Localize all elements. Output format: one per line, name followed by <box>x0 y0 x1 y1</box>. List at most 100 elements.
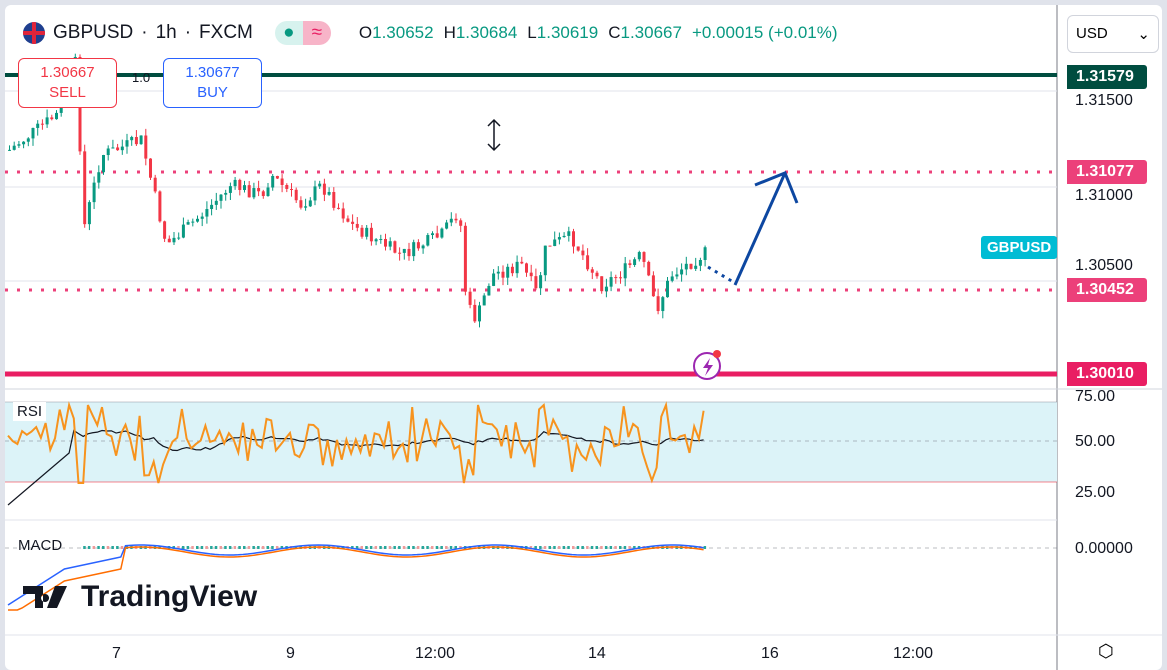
symbol-name[interactable]: GBPUSD <box>53 22 134 43</box>
macd-histogram-bar <box>163 546 166 549</box>
sell-button[interactable]: 1.30667 SELL <box>18 58 117 108</box>
rsi-label[interactable]: RSI <box>13 402 47 421</box>
settings-gear-icon[interactable]: ⬡ <box>1098 641 1114 661</box>
macd-histogram-bar <box>557 546 561 549</box>
macd-histogram-bar <box>445 546 448 549</box>
ohlc-values: O1.30652 H1.30684 L1.30619 C1.30667 +0.0… <box>359 23 838 43</box>
currency-value: USD <box>1076 25 1108 42</box>
candle <box>153 177 157 192</box>
price-tick: 1.31000 <box>1075 187 1133 204</box>
candle <box>130 137 134 141</box>
candle <box>600 276 604 292</box>
spread: 1.0 <box>132 70 151 85</box>
macd-histogram-bar <box>351 546 354 549</box>
candle <box>595 272 599 277</box>
candle <box>510 266 514 274</box>
lightning-icon <box>703 358 713 376</box>
candle <box>463 225 467 292</box>
macd-histogram-bar <box>633 546 636 549</box>
macd-label[interactable]: MACD <box>18 537 63 554</box>
macd-histogram-bar <box>623 546 627 549</box>
macd-histogram-bar <box>111 546 114 549</box>
candle <box>163 221 167 239</box>
candle <box>374 239 378 242</box>
macd-histogram-bar <box>416 546 420 549</box>
candle <box>703 247 707 260</box>
macd-histogram-bar <box>87 546 91 549</box>
macd-histogram-bar <box>92 546 96 549</box>
candle <box>271 175 275 188</box>
candle <box>346 218 350 222</box>
candle <box>12 145 16 150</box>
candle <box>111 147 115 149</box>
price-label-resistance: 1.31077 <box>1067 160 1147 184</box>
macd-signal-line <box>8 546 704 611</box>
exchange: FXCM <box>199 22 253 43</box>
candle <box>642 252 646 262</box>
candle <box>407 248 411 257</box>
currency-select[interactable]: USD ⌄ <box>1067 15 1159 53</box>
candle <box>694 265 698 269</box>
candle <box>567 231 571 236</box>
candle <box>177 237 181 239</box>
separator: · <box>184 22 192 43</box>
candle <box>50 117 54 120</box>
high-value: H1.30684 <box>443 23 518 42</box>
candle <box>689 263 693 269</box>
chevron-down-icon: ⌄ <box>1137 26 1150 43</box>
gbp-flag-icon <box>23 22 45 44</box>
macd-histogram-bar <box>600 546 603 549</box>
candle <box>97 172 101 183</box>
macd-histogram-bar <box>247 546 251 549</box>
macd-histogram-bar <box>365 546 368 549</box>
candle <box>196 218 199 222</box>
chart-canvas[interactable] <box>5 5 1162 670</box>
candle <box>205 209 209 217</box>
chart-window: GBPUSD · 1h · FXCM ● ≈ O1.30652 H1.30684… <box>5 5 1162 670</box>
candle <box>680 269 684 275</box>
candle <box>398 252 402 254</box>
macd-histogram-bar <box>562 546 566 549</box>
projection-arrow <box>733 171 799 286</box>
macd-histogram-bar <box>595 546 598 549</box>
symbol-tag: GBPUSD <box>981 236 1058 259</box>
macd-histogram-bar <box>421 546 425 549</box>
candle <box>412 242 416 257</box>
notification-dot <box>713 350 721 358</box>
candle <box>158 191 162 222</box>
macd-histogram-bar <box>120 546 124 549</box>
market-status-pill[interactable]: ● ≈ <box>274 21 331 45</box>
candle <box>435 233 439 238</box>
candle <box>534 276 538 289</box>
tradingview-logo[interactable]: TradingView <box>23 580 257 614</box>
approx-icon: ≈ <box>302 21 331 45</box>
macd-histogram-bar <box>426 546 429 549</box>
macd-histogram-bar <box>191 546 194 549</box>
candle <box>473 304 477 322</box>
candle <box>656 296 660 312</box>
time-tick: 12:00 <box>893 645 934 662</box>
macd-histogram-bar <box>619 546 622 549</box>
candle <box>261 191 265 197</box>
buy-button[interactable]: 1.30677 BUY <box>163 58 262 108</box>
macd-histogram-bar <box>398 546 401 549</box>
interval[interactable]: 1h <box>155 22 177 43</box>
candle <box>515 261 519 274</box>
macd-histogram-bar <box>181 546 185 549</box>
macd-histogram-bar <box>543 546 547 549</box>
resize-cursor-icon <box>487 118 501 152</box>
candle <box>492 273 496 286</box>
projection-dots <box>707 265 736 285</box>
candle <box>614 277 618 279</box>
macd-histogram-bar <box>360 546 363 549</box>
candle <box>581 250 585 256</box>
rsi-tick: 25.00 <box>1075 484 1116 501</box>
candle <box>257 188 261 192</box>
candle <box>17 144 21 146</box>
candle <box>172 237 176 243</box>
candle <box>431 233 434 236</box>
candle <box>623 263 627 279</box>
time-tick: 7 <box>112 645 121 662</box>
candle <box>191 221 195 223</box>
candle <box>670 276 674 281</box>
